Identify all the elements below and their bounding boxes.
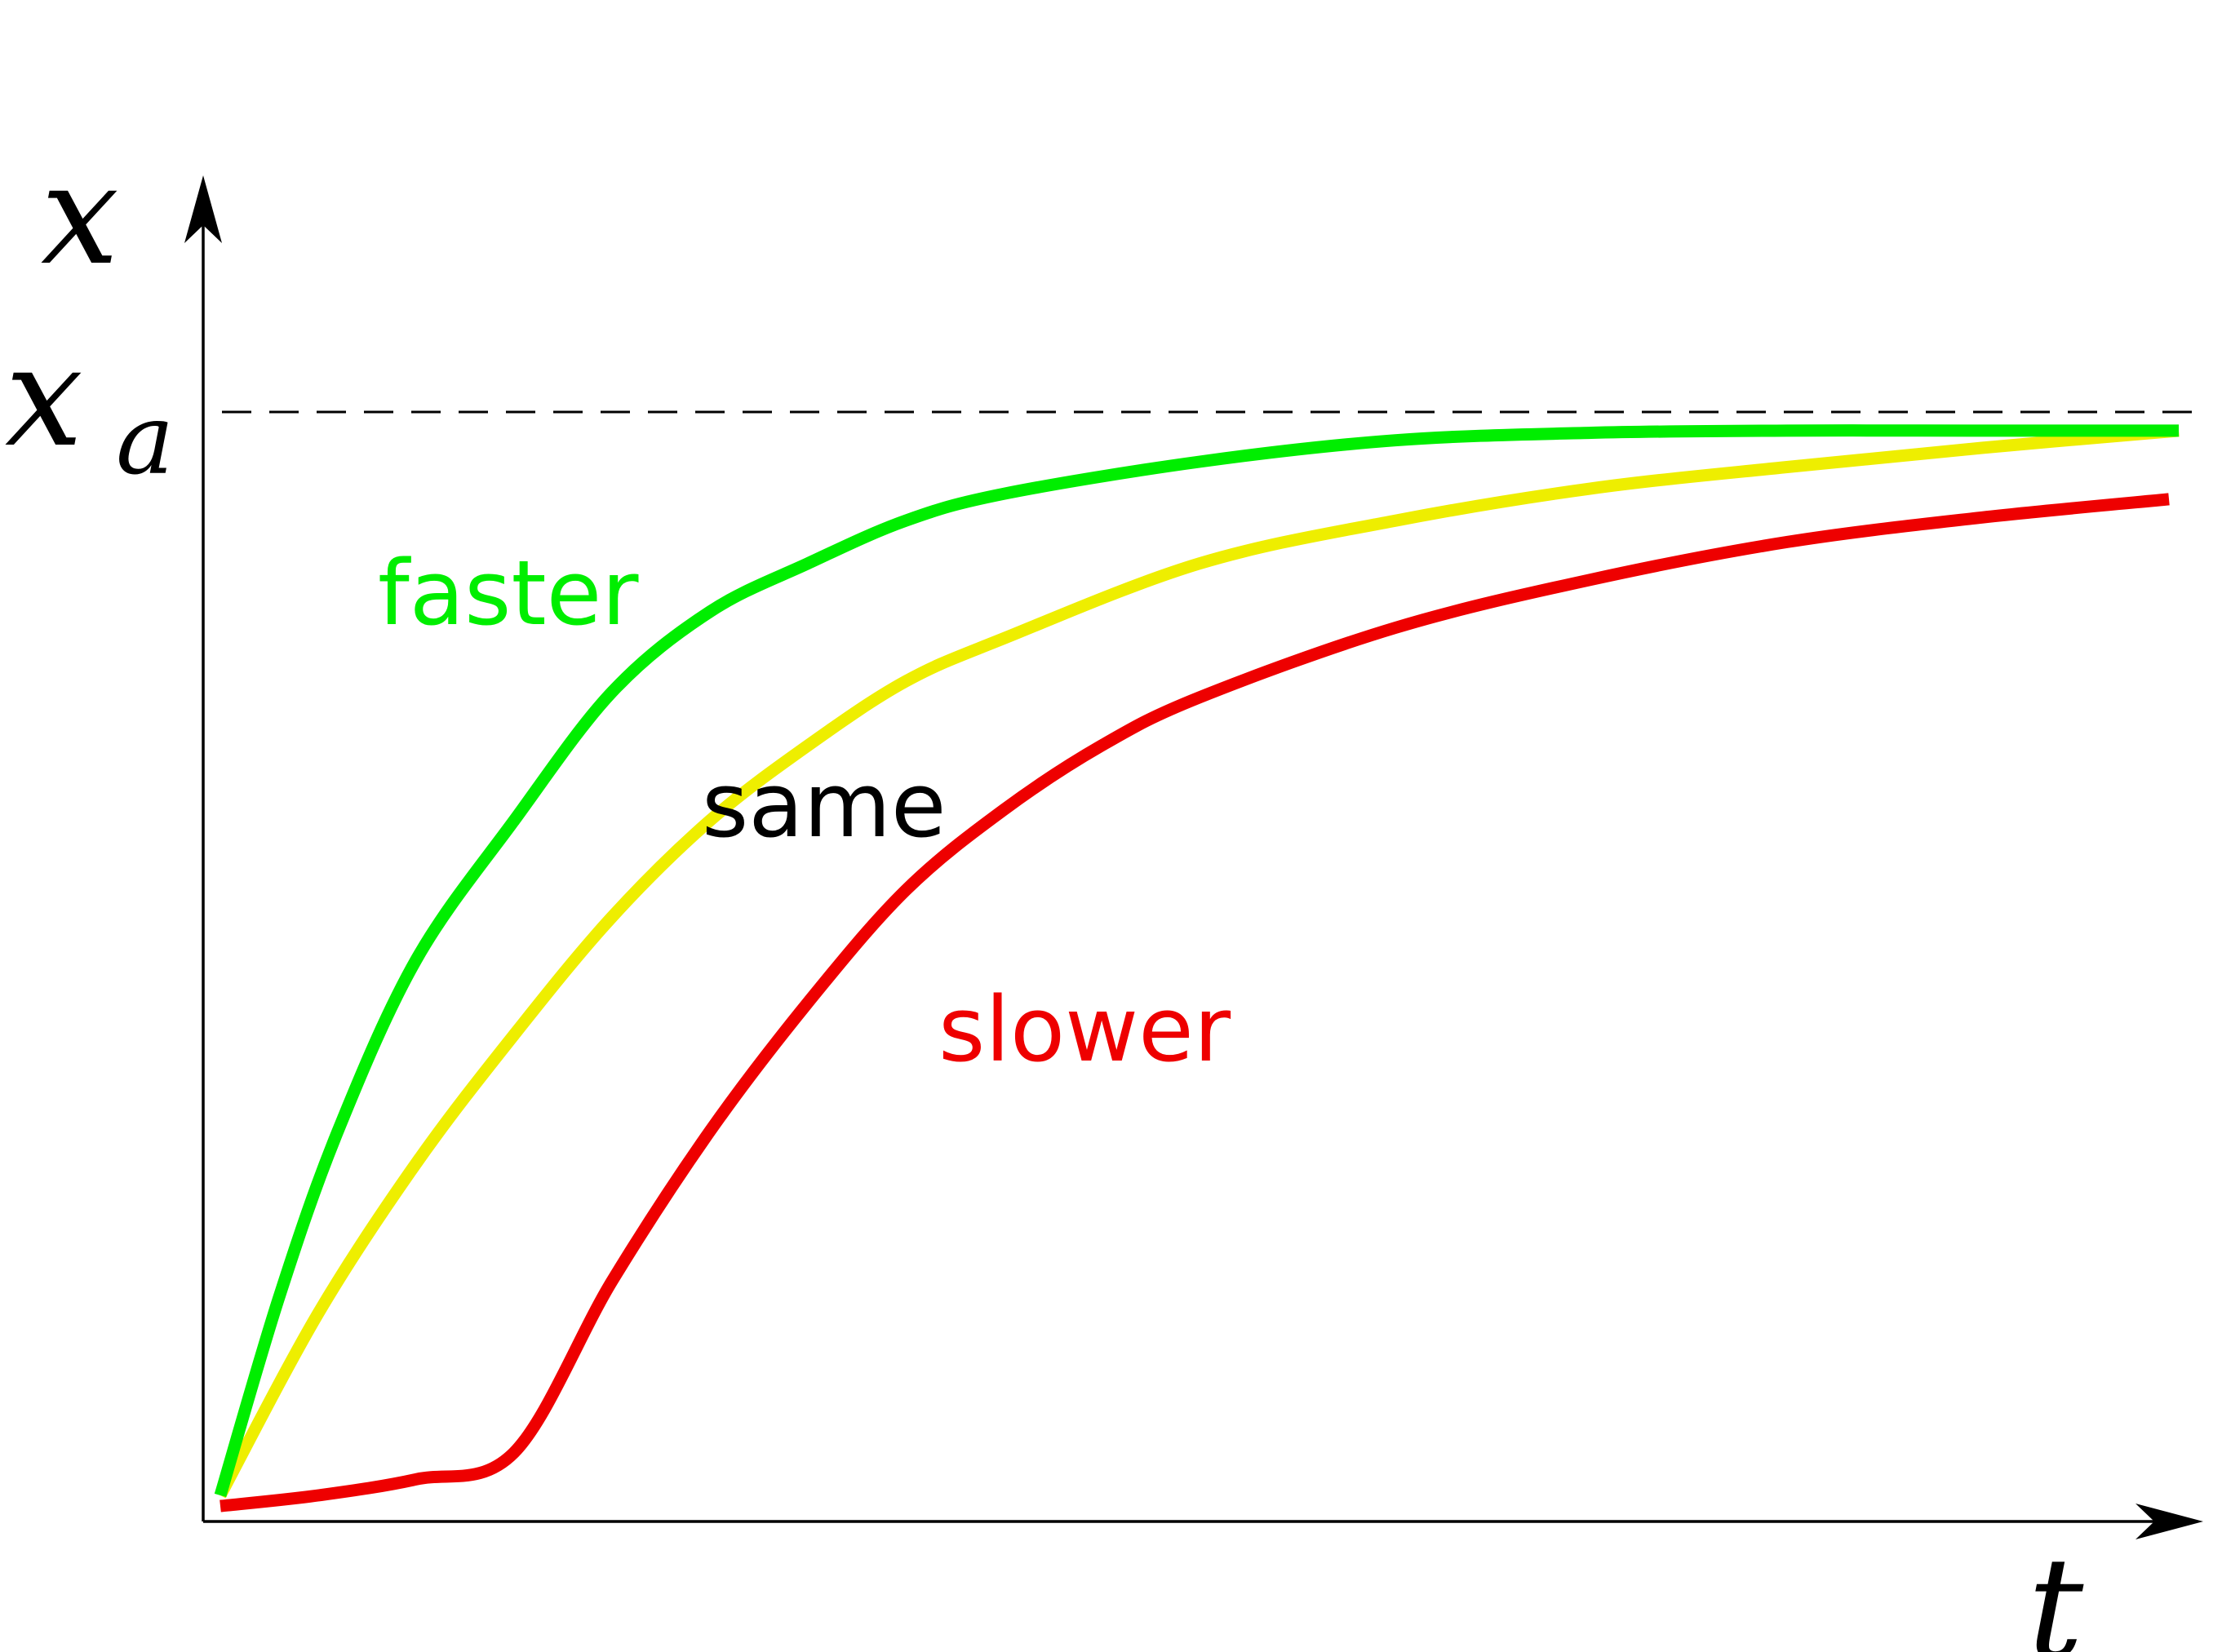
y-axis-label: x bbox=[41, 135, 119, 296]
reference-line-label: x bbox=[5, 317, 83, 478]
series-label-slower: slower bbox=[938, 977, 1231, 1082]
series-label-same: same bbox=[702, 753, 947, 857]
series-label-faster: faster bbox=[378, 541, 639, 645]
series-line-same bbox=[215, 424, 2180, 1499]
series-line-slower bbox=[220, 493, 2170, 1512]
x-axis-arrowhead bbox=[2136, 1504, 2203, 1539]
x-axis-label: t bbox=[2028, 1528, 2084, 1652]
y-axis-arrowhead bbox=[184, 175, 222, 243]
reference-line-label-subscript: a bbox=[116, 383, 175, 497]
series-line-faster bbox=[214, 424, 2179, 1498]
series-group bbox=[214, 424, 2180, 1512]
